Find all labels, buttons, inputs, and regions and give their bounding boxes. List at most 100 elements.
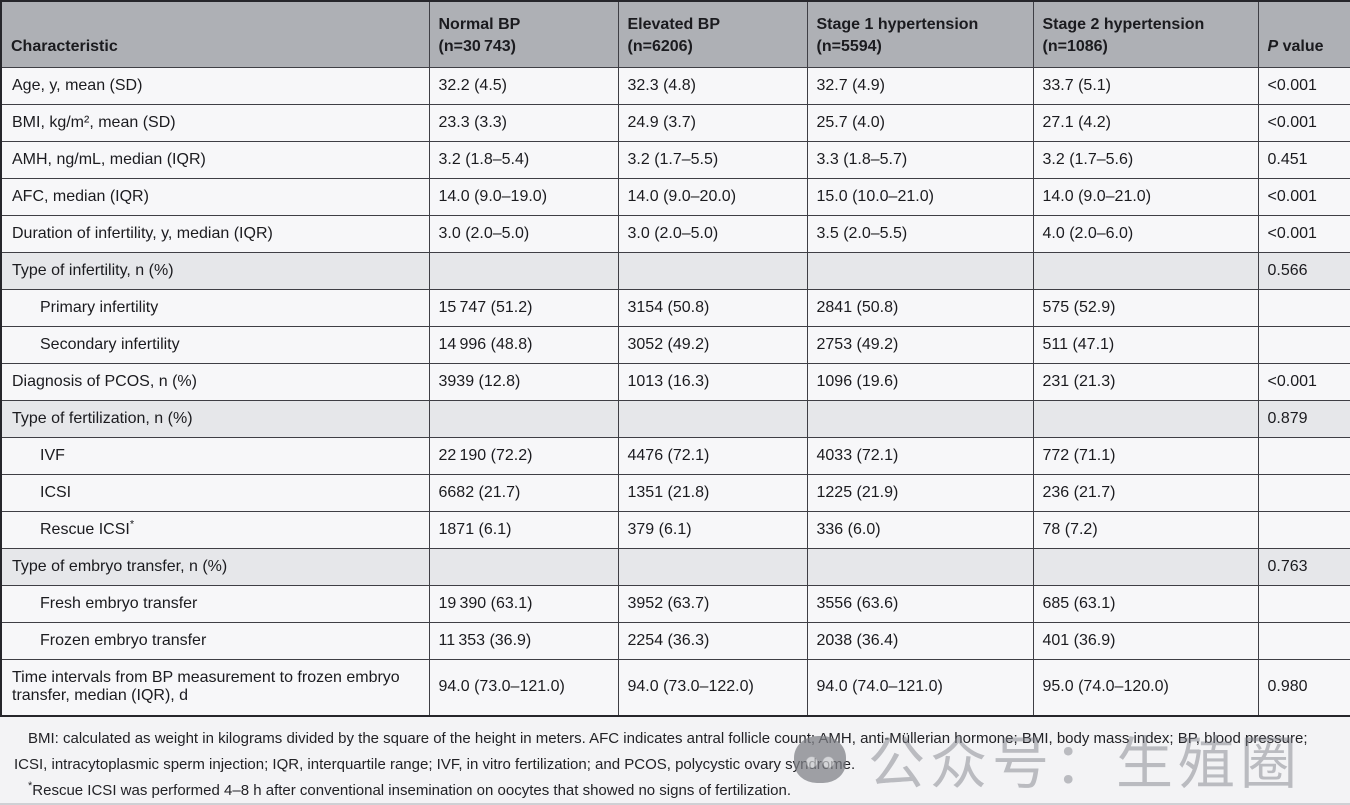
column-header-line: Characteristic — [11, 38, 118, 56]
p-value-cell: 0.763 — [1257, 547, 1350, 586]
table-row: Frozen embryo transfer 11 353 (36.9) 2254 … — [0, 621, 1350, 660]
cell-text: 15 747 (51.2) — [438, 298, 533, 316]
cell-value: 78 (7.2) — [1032, 510, 1259, 549]
cell-text: 401 (36.9) — [1042, 631, 1116, 649]
cell-value: 3052 (49.2) — [617, 325, 808, 364]
row-label-text: Age, y, mean (SD) — [12, 76, 143, 94]
cell-text: 3.2 (1.8–5.4) — [438, 150, 530, 168]
cell-value: 14.0 (9.0–19.0) — [428, 177, 619, 216]
cell-text: 379 (6.1) — [627, 520, 692, 538]
p-value-cell: <0.001 — [1257, 362, 1350, 401]
p-value-cell: <0.001 — [1257, 177, 1350, 216]
cell-value: 3.0 (2.0–5.0) — [428, 214, 619, 253]
cell-text: 23.3 (3.3) — [438, 113, 507, 131]
cell-value: 15.0 (10.0–21.0) — [806, 177, 1034, 216]
p-value-cell: <0.001 — [1257, 214, 1350, 253]
row-label: Secondary infertility — [0, 325, 430, 364]
p-value-text: <0.001 — [1267, 372, 1317, 390]
section-row: Type of infertility, n (%) 0.566 — [0, 251, 1350, 290]
column-header-stage-2-hypertension: Stage 2 hypertension (n=1086) — [1032, 0, 1259, 68]
column-header-elevated-bp: Elevated BP (n=6206) — [617, 0, 808, 68]
row-label-text: Type of infertility, n (%) — [12, 261, 174, 279]
cell-value: 511 (47.1) — [1032, 325, 1259, 364]
p-value-cell — [1257, 510, 1350, 549]
cell-value — [428, 547, 619, 586]
cell-text: 14.0 (9.0–19.0) — [438, 187, 548, 205]
column-header-line: (n=30 743) — [438, 38, 516, 56]
p-value-cell — [1257, 584, 1350, 623]
row-label: Duration of infertility, y, median (IQR) — [0, 214, 430, 253]
cell-value: 33.7 (5.1) — [1032, 66, 1259, 105]
cell-value: 1096 (19.6) — [806, 362, 1034, 401]
cell-text: 575 (52.9) — [1042, 298, 1116, 316]
cell-text: 231 (21.3) — [1042, 372, 1116, 390]
row-label-text: Fresh embryo transfer — [40, 594, 198, 612]
cell-value: 3154 (50.8) — [617, 288, 808, 327]
cell-text: 685 (63.1) — [1042, 594, 1116, 612]
cell-value: 23.3 (3.3) — [428, 103, 619, 142]
cell-value: 3952 (63.7) — [617, 584, 808, 623]
cell-text: 4476 (72.1) — [627, 446, 710, 464]
cell-text: 236 (21.7) — [1042, 483, 1116, 501]
p-value-text: 0.566 — [1267, 261, 1308, 279]
row-label: Rescue ICSI* — [0, 510, 430, 549]
p-value-text: <0.001 — [1267, 76, 1317, 94]
p-value-cell — [1257, 325, 1350, 364]
p-value-text: 0.451 — [1267, 150, 1308, 168]
p-value-cell — [1257, 473, 1350, 512]
p-value-text: <0.001 — [1267, 224, 1317, 242]
cell-value: 3.5 (2.0–5.5) — [806, 214, 1034, 253]
cell-text: 3.0 (2.0–5.0) — [627, 224, 719, 242]
table-row: Age, y, mean (SD) 32.2 (4.5) 32.3 (4.8) 32.… — [0, 66, 1350, 105]
cell-value: 1351 (21.8) — [617, 473, 808, 512]
cell-value: 27.1 (4.2) — [1032, 103, 1259, 142]
cell-value: 2753 (49.2) — [806, 325, 1034, 364]
footnotes: BMI: calculated as weight in kilograms d… — [0, 717, 1350, 805]
row-label: IVF — [0, 436, 430, 475]
cell-value: 1225 (21.9) — [806, 473, 1034, 512]
footnote-rescue-icsi: *Rescue ICSI was performed 4–8 h after c… — [14, 778, 1334, 804]
cell-value: 4.0 (2.0–6.0) — [1032, 214, 1259, 253]
table-row: IVF 22 190 (72.2) 4476 (72.1) 4033 (72.1) 77… — [0, 436, 1350, 475]
cell-text: 3.2 (1.7–5.5) — [627, 150, 719, 168]
cell-text: 94.0 (74.0–121.0) — [816, 678, 943, 696]
column-header-line: Normal BP — [438, 15, 521, 33]
cell-value: 401 (36.9) — [1032, 621, 1259, 660]
cell-text: 27.1 (4.2) — [1042, 113, 1111, 131]
cell-value: 2038 (36.4) — [806, 621, 1034, 660]
cell-text: 14.0 (9.0–20.0) — [627, 187, 737, 205]
table-row: Rescue ICSI* 1871 (6.1) 379 (6.1) 336 (6.0)… — [0, 510, 1350, 549]
p-value-text: 0.763 — [1267, 557, 1308, 575]
cell-value: 14.0 (9.0–20.0) — [617, 177, 808, 216]
cell-text: 24.9 (3.7) — [627, 113, 696, 131]
cell-value: 14 996 (48.8) — [428, 325, 619, 364]
cell-text: 2038 (36.4) — [816, 631, 899, 649]
cell-value: 3.3 (1.8–5.7) — [806, 140, 1034, 179]
cell-value — [806, 547, 1034, 586]
header-row: Characteristic Normal BP (n=30 743) Elevate… — [0, 0, 1350, 68]
cell-value — [806, 251, 1034, 290]
cell-text: 336 (6.0) — [816, 520, 881, 538]
cell-value — [428, 251, 619, 290]
footnote-marker: * — [129, 518, 135, 531]
row-label: Frozen embryo transfer — [0, 621, 430, 660]
row-label: Type of embryo transfer, n (%) — [0, 547, 430, 586]
cell-value: 2841 (50.8) — [806, 288, 1034, 327]
table-row: ICSI 6682 (21.7) 1351 (21.8) 1225 (21.9) 236… — [0, 473, 1350, 512]
footnote-abbreviations: BMI: calculated as weight in kilograms d… — [14, 726, 1334, 778]
column-header-line: Stage 1 hypertension — [816, 15, 979, 33]
cell-value: 1013 (16.3) — [617, 362, 808, 401]
row-label: Age, y, mean (SD) — [0, 66, 430, 105]
row-label-text: Rescue ICSI — [40, 520, 130, 538]
p-value-cell: 0.451 — [1257, 140, 1350, 179]
cell-text: 22 190 (72.2) — [438, 446, 533, 464]
column-header-p-value: P value — [1257, 0, 1350, 68]
column-header-line: (n=5594) — [816, 38, 882, 56]
column-header-part: value — [1278, 38, 1324, 56]
cell-text: 1351 (21.8) — [627, 483, 710, 501]
table-row: AMH, ng/mL, median (IQR) 3.2 (1.8–5.4) 3.2… — [0, 140, 1350, 179]
cell-text: 25.7 (4.0) — [816, 113, 885, 131]
p-value-cell: <0.001 — [1257, 66, 1350, 105]
column-header-line: (n=1086) — [1042, 38, 1108, 56]
p-value-cell — [1257, 621, 1350, 660]
